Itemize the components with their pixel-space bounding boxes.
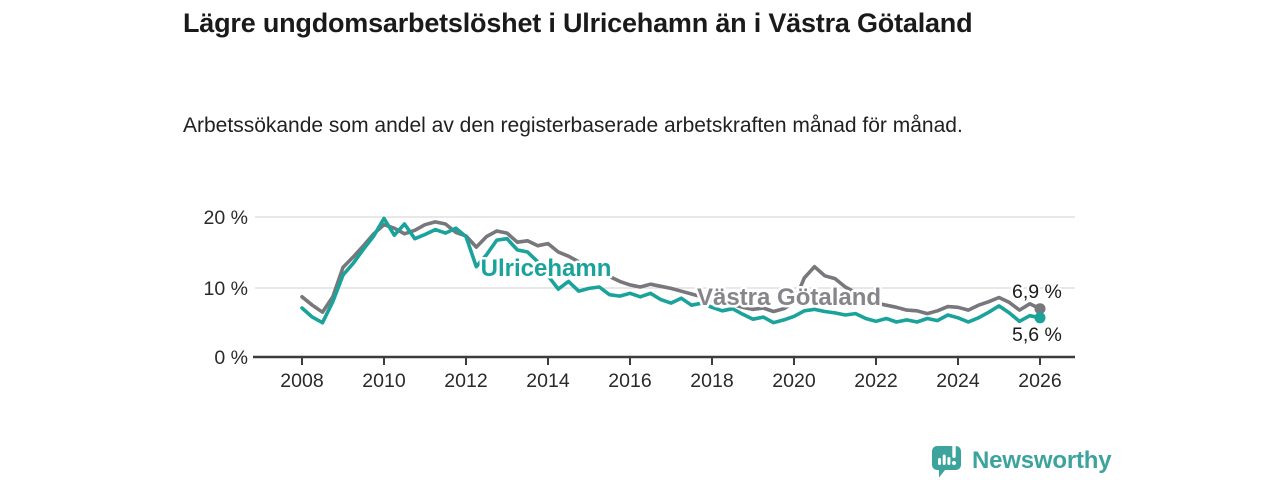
x-ticks	[301, 357, 1041, 365]
logo-bar-3	[947, 457, 951, 465]
x-tick-label: 2022	[854, 370, 897, 392]
series-label-ulricehamn: Ulricehamn	[481, 255, 612, 282]
x-tick-label: 2010	[362, 370, 406, 392]
x-tick-label: 2020	[772, 370, 816, 392]
x-tick-label: 2026	[1018, 370, 1061, 392]
y-tick-label-10: 10 %	[204, 278, 248, 300]
logo-bubble	[932, 446, 961, 478]
x-tick-label: 2014	[526, 370, 570, 392]
y-tick-label-0: 0 %	[214, 347, 248, 369]
line-chart: 20 % 10 % 0 % 2008 2010 2012 2014 2016 2…	[204, 207, 1075, 392]
end-dot-vastra-gotaland	[1034, 303, 1046, 315]
logo-bar-1	[938, 458, 941, 465]
end-value-label-ulricehamn: 5,6 %	[1012, 324, 1062, 346]
logo-exclamation-bar	[952, 444, 956, 458]
page-subtitle: Arbetssökande som andel av den registerb…	[183, 114, 963, 137]
x-tick-label: 2024	[936, 370, 980, 392]
series-line-ulricehamn	[300, 216, 1042, 325]
newsworthy-logo-icon	[932, 444, 961, 478]
page-title: Lägre ungdomsarbetslöshet i Ulricehamn ä…	[183, 8, 973, 38]
series-label-vastra-gotaland: Västra Götaland	[697, 284, 881, 311]
logo-exclamation-dot	[952, 461, 956, 465]
x-tick-labels: 2008 2010 2012 2014 2016 2018 2020 2022 …	[280, 370, 1061, 392]
logo-bar-2	[942, 454, 946, 465]
end-dot-ulricehamn	[1034, 312, 1046, 324]
y-tick-label-20: 20 %	[204, 207, 248, 229]
x-tick-label: 2008	[280, 370, 323, 392]
x-tick-label: 2018	[690, 370, 733, 392]
brand-footer: Newsworthy	[930, 443, 1112, 479]
x-tick-label: 2012	[444, 370, 487, 392]
brand-name: Newsworthy	[972, 447, 1112, 474]
end-value-label-vastra-gotaland: 6,9 %	[1012, 281, 1062, 303]
series-line-vastra-gotaland	[300, 220, 1042, 316]
x-tick-label: 2016	[608, 370, 651, 392]
